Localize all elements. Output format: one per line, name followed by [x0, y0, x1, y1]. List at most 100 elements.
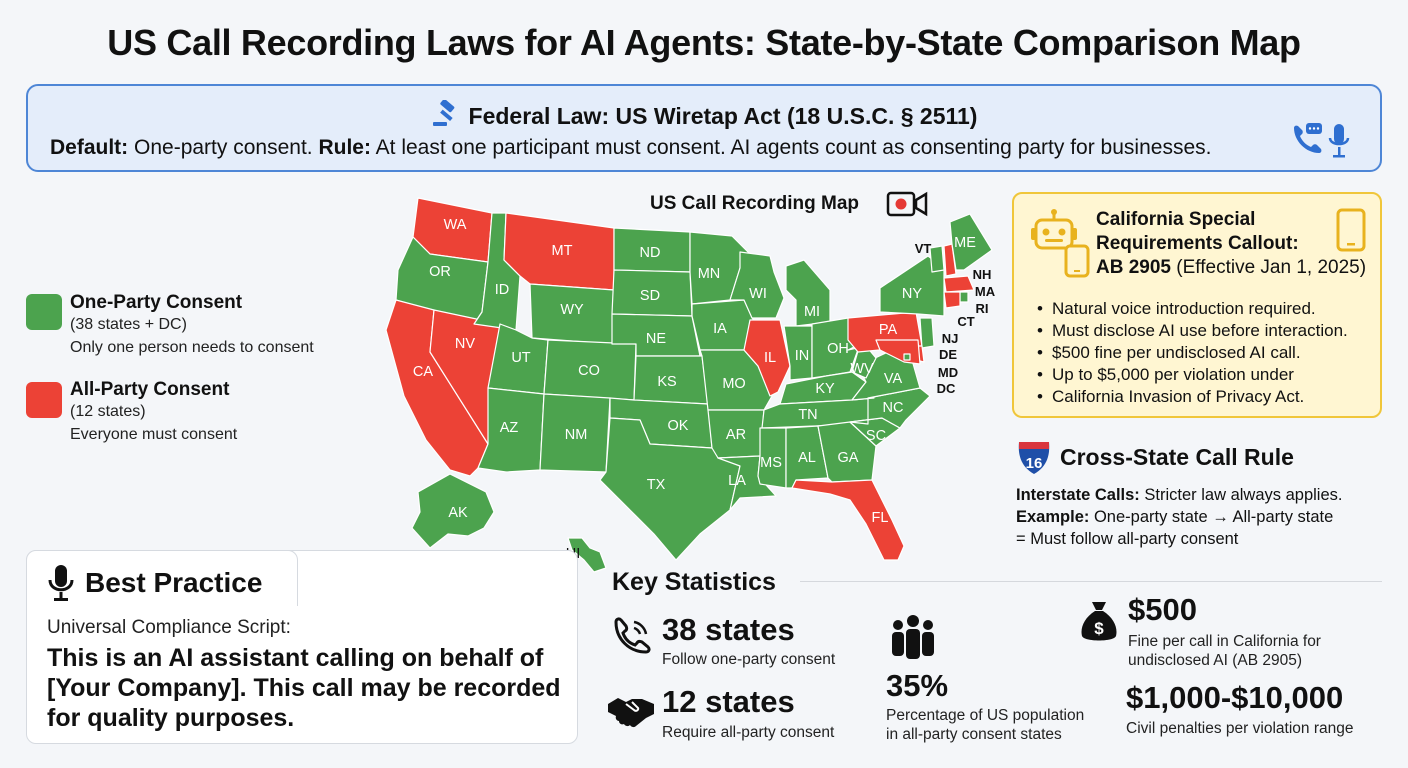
state-label-me: ME	[954, 235, 976, 251]
state-label-mi: MI	[804, 304, 820, 320]
money-bag-icon: $	[1078, 598, 1120, 649]
state-label-nm: NM	[565, 427, 588, 443]
stat-value: $1,000-$10,000	[1126, 680, 1344, 715]
stat-label: Follow one-party consent	[662, 651, 836, 668]
state-label-mn: MN	[698, 266, 721, 282]
rule-text: At least one participant must consent. A…	[375, 136, 1212, 159]
state-label-ne: NE	[646, 331, 666, 347]
stat-label: Require all-party consent	[662, 724, 835, 741]
example-label: Example:	[1016, 508, 1090, 526]
phone-chat-icon	[1294, 123, 1322, 153]
state-label-wy: WY	[560, 302, 584, 318]
example-text: One-party state → All-party state	[1093, 508, 1334, 526]
federal-law-banner: Federal Law: US Wiretap Act (18 U.S.C. §…	[26, 84, 1382, 172]
state-label-vt: VT	[915, 241, 932, 256]
state-label-sd: SD	[640, 288, 660, 304]
california-title-line2: Requirements Callout:	[1096, 233, 1299, 254]
state-label-ia: IA	[713, 321, 727, 337]
legend-one-party-title: One-Party Consent	[70, 292, 243, 313]
interstate-label: Interstate Calls:	[1016, 486, 1140, 504]
california-bullets: Natural voice introduction required. Mus…	[1037, 298, 1348, 408]
state-me	[949, 213, 993, 271]
state-in	[783, 325, 813, 381]
cross-state-body: Interstate Calls: Stricter law always ap…	[1016, 484, 1342, 550]
stats-title: Key Statistics	[612, 568, 776, 596]
state-wi	[729, 251, 785, 319]
state-label-tn: TN	[798, 407, 817, 423]
gavel-icon	[431, 99, 461, 134]
example-result: = Must follow all-party consent	[1016, 530, 1239, 548]
legend-all-party-count: (12 states)	[70, 403, 146, 420]
stat-label: Civil penalties per violation range	[1126, 720, 1354, 737]
compliance-script: This is an AI assistant calling on behal…	[47, 644, 561, 732]
state-ak	[411, 473, 495, 549]
state-vt	[929, 245, 945, 273]
microphone-icon	[47, 563, 75, 608]
state-label-nv: NV	[455, 336, 475, 352]
state-label-mo: MO	[722, 376, 745, 392]
state-label-nj: NJ	[942, 331, 959, 346]
state-label-va: VA	[884, 371, 903, 387]
california-bullet: Natural voice introduction required.	[1037, 298, 1348, 320]
state-nj	[919, 317, 935, 349]
page-title: US Call Recording Laws for AI Agents: St…	[107, 22, 1301, 63]
state-label-dc: DC	[937, 381, 956, 396]
state-label-il: IL	[764, 350, 776, 366]
default-text: One-party consent.	[134, 136, 313, 159]
state-label-ga: GA	[838, 450, 859, 466]
state-label-ok: OK	[668, 418, 689, 434]
stat-value: 35%	[886, 668, 949, 703]
california-bill: AB 2905	[1096, 257, 1171, 278]
state-label-ky: KY	[815, 381, 835, 397]
state-label-tx: TX	[647, 477, 666, 493]
phone-icon	[610, 616, 652, 663]
california-bullet: Up to $5,000 per violation under	[1037, 364, 1348, 386]
state-label-az: AZ	[500, 420, 519, 436]
svg-text:$: $	[1094, 619, 1104, 638]
cross-state-title: Cross-State Call Rule	[1060, 444, 1294, 470]
federal-law-title: Federal Law: US Wiretap Act (18 U.S.C. §…	[468, 103, 978, 129]
robot-icon	[1030, 208, 1092, 283]
handshake-icon	[606, 690, 656, 735]
state-label-oh: OH	[827, 341, 849, 357]
best-practice-subtitle: Universal Compliance Script:	[47, 617, 291, 638]
state-label-md: MD	[938, 365, 958, 380]
state-tx	[599, 417, 741, 561]
state-ma	[943, 275, 975, 293]
state-label-ri: RI	[976, 301, 989, 316]
state-label-fl: FL	[872, 510, 889, 526]
state-label-id: ID	[495, 282, 510, 298]
state-label-mt: MT	[552, 243, 573, 259]
state-label-or: OR	[429, 264, 451, 280]
state-label-al: AL	[798, 450, 816, 466]
state-label-wi: WI	[749, 286, 767, 302]
state-label-nc: NC	[883, 400, 904, 416]
state-label-ca: CA	[413, 364, 433, 380]
best-practice-title: Best Practice	[85, 567, 263, 598]
rule-label: Rule:	[318, 136, 371, 159]
default-label: Default:	[50, 136, 129, 159]
best-practice-card: Best Practice Universal Compliance Scrip…	[26, 550, 578, 744]
state-label-in: IN	[795, 348, 810, 364]
california-callout: California Special Requirements Callout:…	[1012, 192, 1382, 418]
stat-label: Percentage of US population in all-party…	[886, 707, 1085, 743]
state-label-ms: MS	[760, 455, 782, 471]
legend-all-party-desc: Everyone must consent	[70, 426, 238, 443]
state-label-nh: NH	[973, 267, 992, 282]
state-label-nd: ND	[640, 245, 661, 261]
interstate-shield-icon: 16	[1016, 440, 1052, 481]
state-label-ak: AK	[448, 505, 468, 521]
state-label-de: DE	[939, 347, 957, 362]
state-label-wv: WV	[850, 361, 874, 377]
federal-law-body: Default: One-party consent. Rule: At lea…	[50, 136, 1211, 160]
california-effective: (Effective Jan 1, 2025)	[1176, 257, 1367, 278]
state-label-pa: PA	[879, 322, 898, 338]
microphone-icon	[1328, 124, 1350, 158]
state-ct	[943, 291, 961, 309]
legend-swatch-one-party	[26, 294, 62, 330]
legend-all-party-title: All-Party Consent	[70, 379, 230, 400]
state-label-la: LA	[728, 473, 746, 489]
us-map: WA OR CA NV ID MT WY UT AZ CO NM ND SD NE KS OK TX MN IA MO…	[385, 197, 996, 573]
legend-one-party-count: (38 states + DC)	[70, 316, 187, 333]
stat-value: 12 states	[662, 684, 795, 719]
